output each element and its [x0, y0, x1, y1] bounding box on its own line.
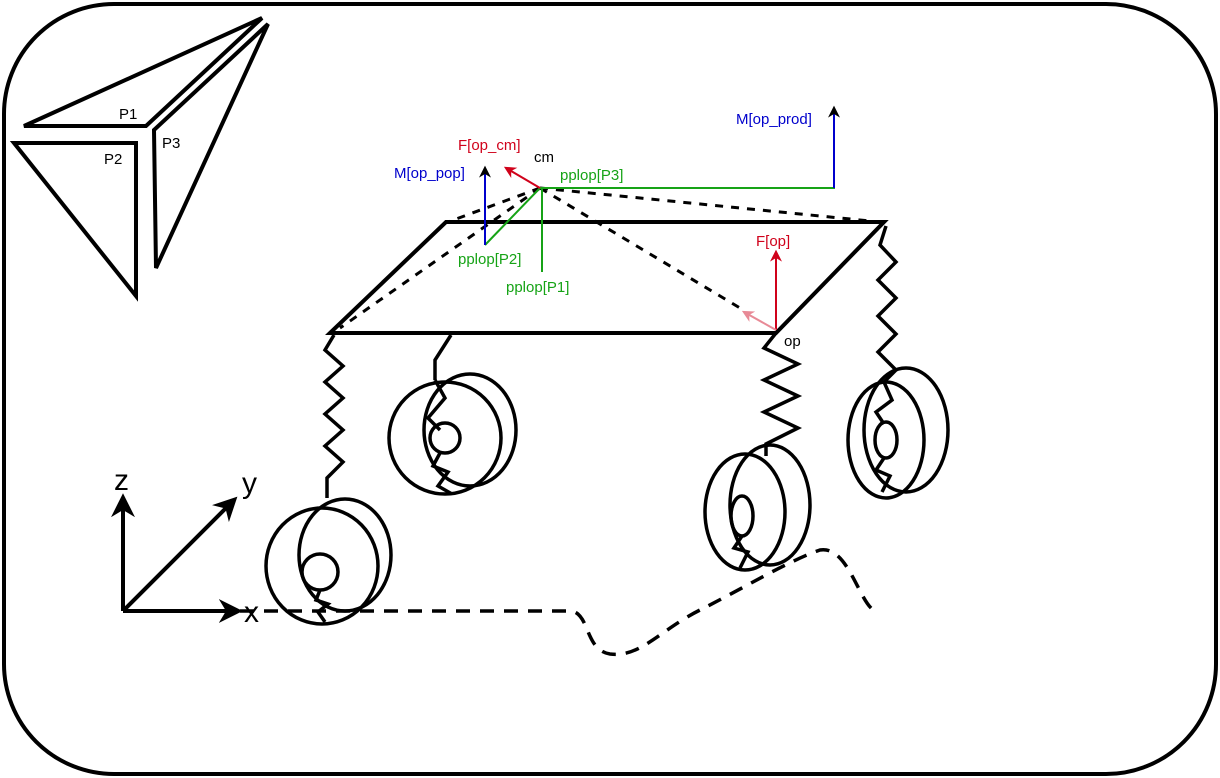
spring-rear-mid [433, 334, 453, 380]
chassis [325, 186, 889, 335]
label-m-op-prod: M[op_prod] [736, 111, 812, 128]
label-cm: cm [534, 149, 554, 166]
label-f-op-cm: F[op_cm] [458, 137, 521, 154]
road-profile [240, 548, 879, 657]
label-pplop-p1: pplop[P1] [506, 279, 569, 296]
label-p1: P1 [119, 106, 137, 123]
label-pplop-p3: pplop[P3] [560, 167, 623, 184]
label-op: op [784, 333, 801, 350]
dashed-cm-to-front-left [447, 186, 541, 224]
chassis-plate [325, 220, 889, 335]
spring-front-op [759, 331, 803, 456]
dashed-cm-to-op [539, 186, 741, 310]
op-vectors [741, 249, 782, 331]
triangle-face-p3 [151, 22, 270, 269]
label-p2: P2 [104, 151, 122, 168]
triangle-face-p1 [23, 16, 264, 128]
axis-x-label: x [244, 596, 259, 629]
wheel-front-right [846, 366, 950, 500]
spring-rear-left [322, 334, 346, 498]
label-p3: P3 [162, 135, 180, 152]
coordinate-axes: x z y [111, 464, 259, 629]
cm-vectors [479, 105, 840, 272]
triangle-inset: P1 P2 P3 [9, 16, 270, 302]
label-m-op-pop: M[op_pop] [394, 165, 465, 182]
wheel-rear-mid [387, 372, 518, 496]
pplop-p2-vector [484, 187, 541, 246]
triangle-face-p2 [9, 141, 138, 302]
spring-front-right [875, 225, 899, 384]
axis-z-label: z [114, 464, 129, 497]
f-op-cm-vector [503, 166, 541, 189]
label-f-op: F[op] [756, 233, 790, 250]
wheel-front-op [703, 443, 812, 572]
label-pplop-p2: pplop[P2] [458, 251, 521, 268]
op-pink-vector [741, 310, 777, 331]
axis-y-label: y [242, 467, 257, 500]
axis-y [121, 496, 238, 613]
